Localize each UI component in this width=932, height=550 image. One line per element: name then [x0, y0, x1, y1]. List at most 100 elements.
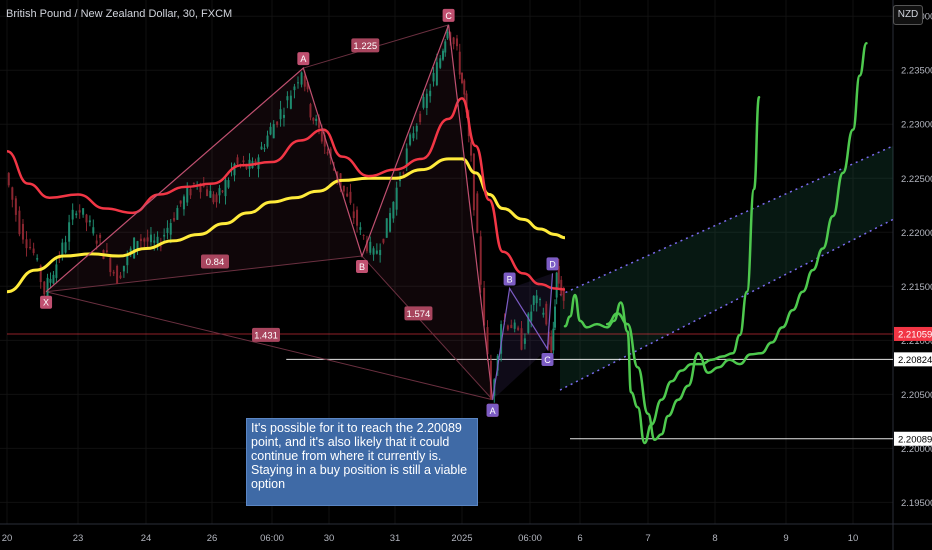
candle-body — [32, 248, 35, 254]
candle-body — [489, 360, 492, 400]
candle-body — [372, 248, 375, 255]
candle-body — [133, 237, 136, 259]
candle-body — [527, 313, 530, 333]
candle-body — [75, 213, 78, 216]
candle-body — [21, 223, 24, 240]
candle-body — [435, 62, 438, 86]
channel-fill — [560, 145, 894, 391]
candle-body — [444, 41, 447, 53]
ratio-label-box — [404, 306, 433, 321]
x-tick-label: 26 — [207, 533, 218, 544]
x-tick-label: 06:00 — [260, 533, 284, 544]
candle-body — [156, 236, 159, 244]
candle-body — [182, 196, 185, 210]
x-tick-label: 23 — [73, 533, 84, 544]
candle-body — [429, 90, 432, 97]
candle-body — [43, 281, 46, 295]
candle-body — [68, 222, 71, 242]
moving-average-slow — [6, 157, 566, 294]
candle-body — [517, 327, 520, 330]
candle-body — [18, 210, 21, 235]
candle-body — [206, 189, 209, 197]
candle-body — [129, 248, 132, 254]
candle-body — [342, 185, 345, 192]
candle-body — [176, 208, 179, 220]
candle-body — [269, 126, 272, 135]
candle-body — [218, 188, 221, 196]
candle-body — [486, 327, 489, 355]
candle-body — [470, 142, 473, 156]
candle-body — [375, 250, 378, 254]
candle-body — [236, 157, 239, 164]
candle-body — [61, 242, 64, 257]
pattern-point-label: D — [549, 259, 556, 269]
candle-body — [442, 50, 445, 60]
candle-body — [276, 121, 279, 125]
candle-body — [555, 272, 558, 298]
candle-body — [221, 190, 224, 192]
ratio-label: 1.574 — [407, 309, 431, 320]
candle-body — [542, 312, 545, 315]
candle-body — [362, 234, 365, 236]
candle-body — [209, 190, 212, 198]
projection-line — [605, 41, 868, 441]
candle-body — [163, 234, 166, 237]
candle-body — [332, 168, 335, 171]
y-tick-label: 2.20500 — [901, 390, 932, 401]
price-axis-label: 2.20824 — [898, 355, 932, 366]
candle-body — [539, 299, 541, 301]
candle-body — [425, 93, 428, 109]
currency-button[interactable]: NZD — [893, 5, 923, 25]
candle-body — [439, 58, 442, 68]
candle-body — [122, 265, 125, 272]
candle-body — [513, 322, 516, 329]
x-tick-label: 6 — [577, 533, 582, 544]
candle-body — [476, 193, 479, 233]
ratio-label-box — [201, 254, 229, 269]
candle-body — [326, 152, 329, 154]
candle-body — [554, 306, 556, 328]
candle-body — [25, 239, 28, 249]
candle-body — [82, 208, 85, 215]
pattern-fill — [492, 288, 548, 400]
candle-body — [36, 258, 39, 260]
pattern-point-marker — [356, 260, 368, 274]
candle-body — [297, 82, 300, 84]
candle-body — [382, 238, 385, 243]
x-tick-label: 8 — [712, 533, 717, 544]
y-tick-label: 2.19500 — [901, 498, 932, 509]
pattern-diagonal — [361, 255, 493, 401]
candle-body — [88, 220, 91, 223]
candle-body — [11, 187, 14, 200]
candle-body — [552, 328, 555, 351]
candle-body — [166, 227, 169, 233]
candle-body — [139, 238, 142, 242]
candle-body — [109, 257, 112, 273]
ratio-label: 1.225 — [353, 41, 377, 52]
candle-body — [545, 303, 548, 325]
candle-body — [309, 104, 312, 118]
pattern-point-marker — [297, 52, 310, 66]
candle-body — [279, 109, 282, 120]
candle-body — [349, 191, 352, 203]
x-tick-label: 10 — [848, 533, 859, 544]
candle-body — [458, 51, 461, 75]
candle-body — [119, 275, 122, 279]
candle-body — [179, 200, 182, 204]
candle-body — [149, 234, 152, 243]
y-tick-label: 2.22000 — [901, 228, 932, 239]
candle-body — [199, 183, 202, 193]
candle-body — [78, 210, 81, 213]
candle-body — [392, 201, 395, 219]
pattern-diagonal — [45, 255, 363, 293]
candle-body — [523, 338, 526, 344]
candle-body — [143, 238, 146, 242]
candle-body — [212, 194, 215, 203]
candle-body — [412, 133, 415, 139]
candle-body — [409, 134, 412, 145]
candle-body — [422, 96, 425, 108]
annotation-note[interactable]: It's possible for it to reach the 2.2008… — [246, 418, 478, 506]
candle-body — [312, 117, 315, 121]
channel-lower-line — [559, 218, 894, 391]
